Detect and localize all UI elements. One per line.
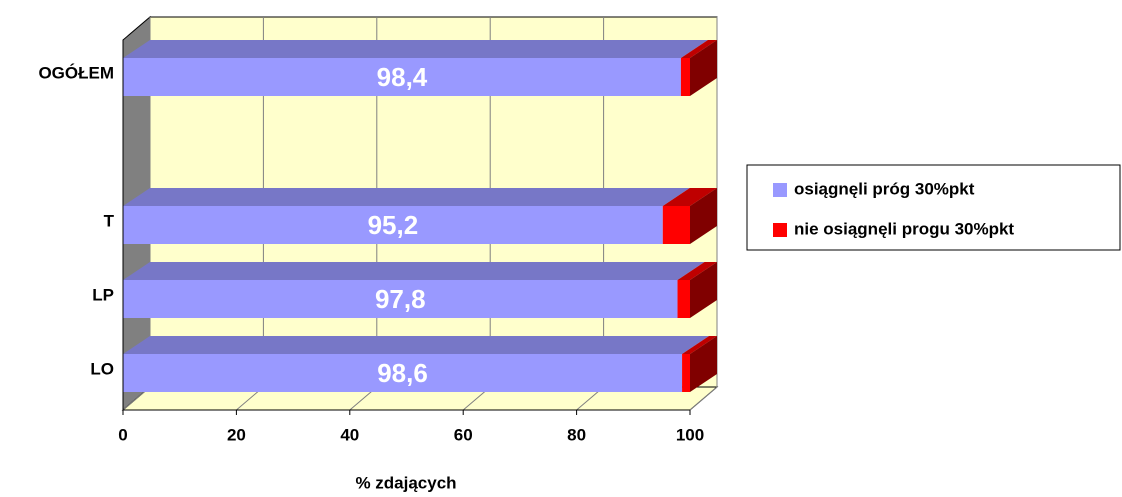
legend-swatch [773,223,787,237]
bars: 98,6 97,8 95,2 98,4 [123,40,717,392]
legend-label: osiągnęli próg 30%pkt [794,179,975,198]
bar-side [690,336,717,392]
x-axis-title: % zdających [355,473,456,492]
bar-side [690,40,717,96]
value-label: 97,8 [375,284,426,314]
x-tick-label: 20 [227,425,246,444]
bar-top [677,262,717,280]
bar-side [690,262,717,318]
x-tick-label: 0 [118,425,127,444]
bar [677,280,690,318]
bar-side [690,188,717,244]
grid-line [689,17,718,411]
bar-top [662,188,717,206]
bar [682,354,690,392]
bar-top [123,262,705,280]
legend [746,164,1121,251]
value-label: 95,2 [368,210,419,240]
bar-top [123,40,708,58]
bar [680,58,690,96]
y-tick-label: OGÓŁEM [38,63,114,82]
x-tick-label: 100 [676,425,704,444]
legend-swatch [773,183,787,197]
x-tick-label: 80 [567,425,586,444]
value-label: 98,6 [377,358,428,388]
bar-top [123,336,710,354]
y-tick-label: LO [90,359,114,378]
bar-top [123,188,690,206]
x-tick-label: 40 [340,425,359,444]
x-tick-label: 60 [454,425,473,444]
bar [123,354,683,392]
bar [123,206,663,244]
bar-top [680,40,717,58]
y-tick-label: LP [92,285,114,304]
y-tick-label: T [104,211,115,230]
bar-top [682,336,717,354]
bar [123,58,681,96]
legend-label: nie osiągnęli progu 30%pkt [794,219,1014,238]
bar [123,280,678,318]
legend-items: osiągnęli próg 30%pkt nie osiągnęli progu… [773,179,1014,238]
bar [662,206,690,244]
value-label: 98,4 [377,62,428,92]
